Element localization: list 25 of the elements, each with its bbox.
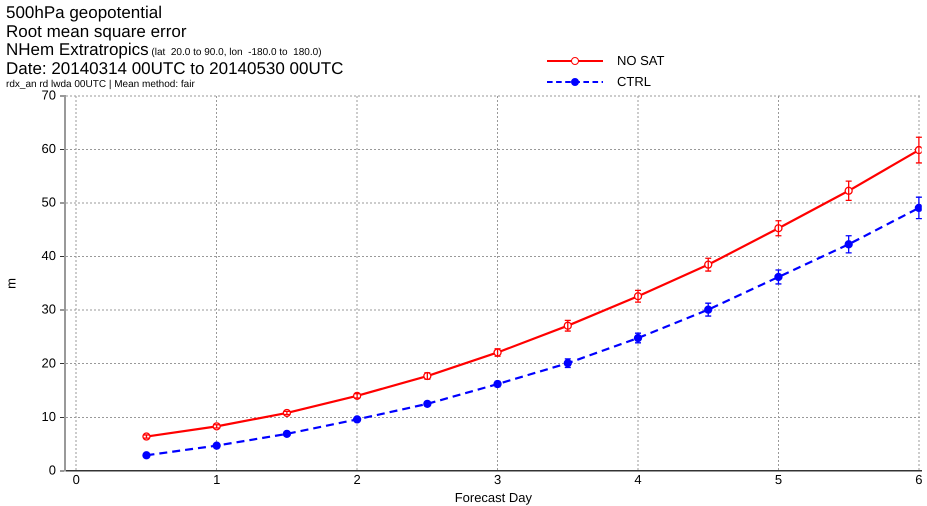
x-tick-label: 1 — [213, 472, 220, 488]
y-tick-label: 40 — [42, 248, 56, 264]
y-tick-label: 0 — [48, 462, 56, 478]
y-tick-label: 60 — [42, 141, 56, 156]
x-tick-label: 4 — [634, 472, 642, 488]
chart-title: 500hPa geopotential — [6, 3, 163, 23]
x-tick-label: 3 — [494, 472, 502, 488]
x-tick-label: 2 — [354, 472, 361, 488]
text: NHem Extratropics — [6, 40, 149, 60]
y-tick-label: 10 — [42, 408, 56, 424]
y-axis-title: m — [3, 278, 18, 289]
x-tick-label: 0 — [72, 472, 80, 488]
y-tick-label: 20 — [42, 355, 56, 370]
x-tick-label: 5 — [774, 472, 782, 488]
y-tick-label: 30 — [42, 302, 56, 317]
text: (lat 20.0 to 90.0, lon -180.0 to 180.0) — [150, 47, 322, 58]
x-tick-label: 6 — [915, 472, 923, 488]
y-tick-label: 50 — [42, 194, 56, 210]
legend-label: NO SAT — [617, 53, 664, 68]
text: Date: 20140314 00UTC to 20140530 00UTC — [6, 59, 344, 79]
text: rdx_an rd lwda 00UTC | Mean method: fair — [6, 78, 196, 90]
x-axis-title: Forecast Day — [454, 490, 532, 505]
chart-subtitle: Root mean square error — [6, 22, 188, 42]
legend-label: CTRL — [617, 74, 651, 89]
y-tick-label: 70 — [42, 88, 56, 103]
